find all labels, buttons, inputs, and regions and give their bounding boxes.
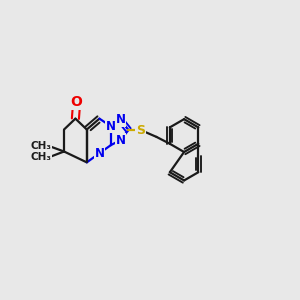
Text: CH₃: CH₃ [31,152,52,162]
Text: S: S [136,124,145,136]
Text: N: N [116,134,125,147]
Text: CH₃: CH₃ [31,141,52,152]
Text: N: N [94,147,104,160]
Text: O: O [71,95,82,109]
Text: N: N [116,113,125,126]
Text: N: N [106,120,116,133]
